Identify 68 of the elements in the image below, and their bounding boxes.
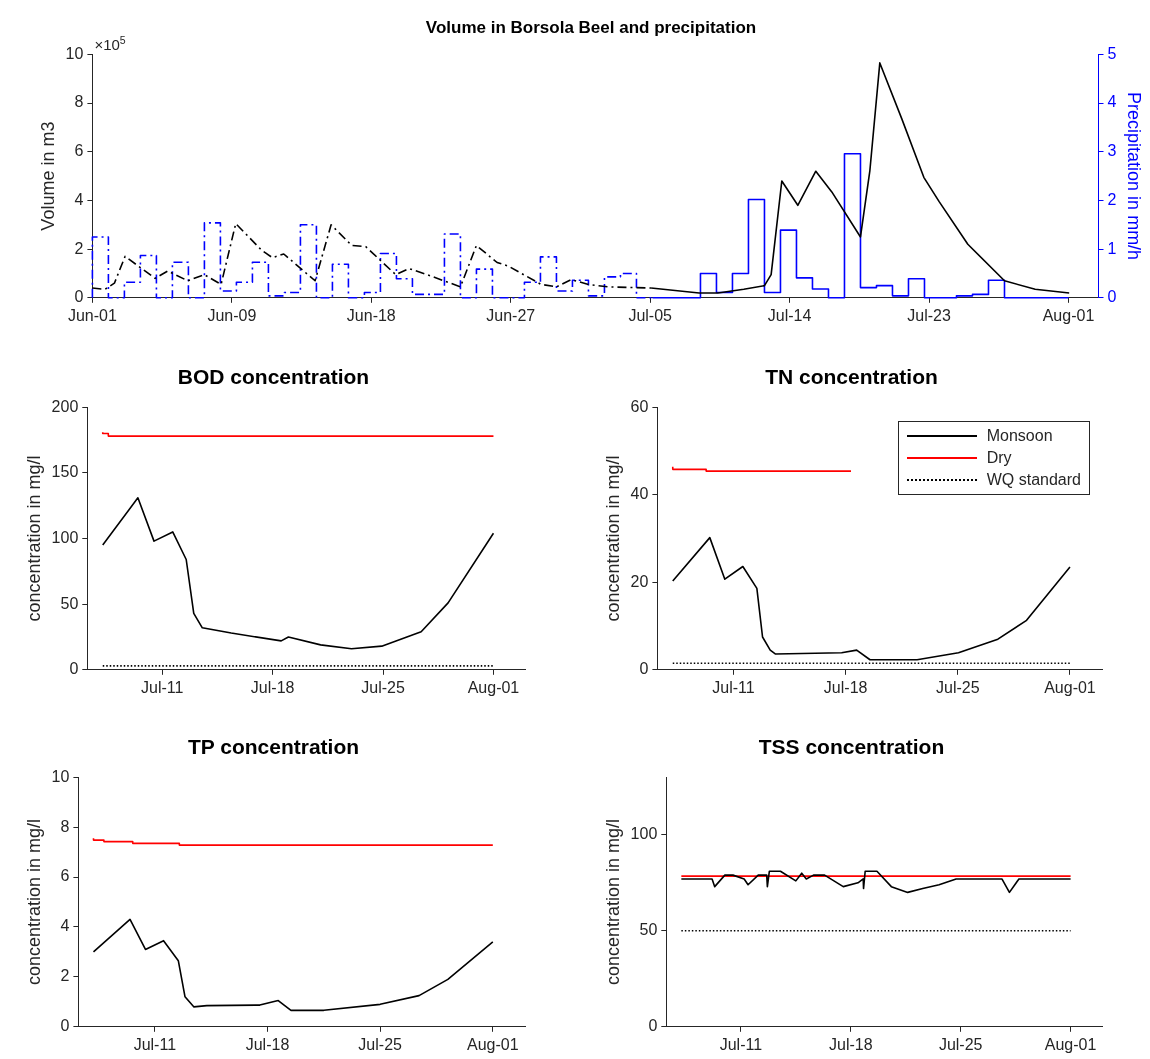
y2-tick-label: 0: [1107, 288, 1117, 306]
legend-label: Dry: [986, 449, 1012, 468]
y-tick-label: 60: [630, 397, 649, 415]
y-tick-label: 100: [630, 825, 658, 843]
y-tick-label: 50: [639, 921, 658, 939]
x-tick-label: Jul-14: [767, 306, 812, 324]
x-tick-label: Jul-11: [712, 678, 755, 696]
x-tick-label: Aug-01: [1044, 1035, 1097, 1053]
y2-tick-label: 1: [1107, 239, 1117, 257]
y2-tick-label: 2: [1107, 190, 1117, 208]
x-tick-label: Jul-25: [361, 678, 405, 696]
y-tick-label: 2: [74, 239, 84, 257]
chart-title: TN concentration: [765, 365, 938, 389]
y-tick-label: 0: [648, 1017, 658, 1035]
y-tick-label: 2: [60, 967, 70, 985]
x-tick-label: Jul-11: [141, 678, 184, 696]
y-tick-label: 6: [74, 142, 84, 160]
x-tick-label: Aug-01: [1044, 678, 1096, 696]
chart-title: TP concentration: [187, 735, 360, 759]
y-axis-title: Volume in m3: [37, 121, 58, 231]
x-tick-label: Aug-01: [467, 678, 520, 696]
x-tick-label: Jul-11: [133, 1035, 177, 1053]
x-tick-label: Jun-01: [67, 306, 117, 324]
y-axis-title: concentration in mg/l: [23, 455, 44, 622]
chart-title: BOD concentration: [177, 365, 370, 389]
legend-label: WQ standard: [986, 471, 1081, 490]
y-tick-label: 50: [60, 594, 79, 612]
y-tick-label: 150: [51, 463, 79, 481]
y-tick-label: 10: [65, 44, 84, 62]
y-tick-label: 0: [60, 1017, 70, 1035]
y-tick-label: 8: [60, 817, 70, 835]
x-tick-label: Jun-27: [486, 306, 536, 324]
x-tick-label: Jul-18: [245, 1035, 290, 1053]
y-tick-label: 0: [74, 288, 84, 306]
x-tick-label: Jun-09: [207, 306, 257, 324]
x-tick-label: Aug-01: [467, 1035, 519, 1053]
x-tick-label: Jun-18: [346, 306, 396, 324]
y-axis-title: concentration in mg/l: [23, 818, 44, 986]
y-tick-label: 10: [51, 767, 70, 785]
x-tick-label: Jul-18: [828, 1035, 873, 1053]
y-tick-label: 4: [74, 190, 84, 208]
x-tick-label: Jul-23: [907, 306, 951, 324]
x-tick-label: Jul-25: [358, 1035, 403, 1053]
x-tick-label: Jul-18: [250, 678, 295, 696]
legend-label: Monsoon: [986, 427, 1053, 446]
x-tick-label: Aug-01: [1042, 306, 1095, 324]
y-tick-label: 0: [639, 660, 649, 678]
y2-tick-label: 3: [1107, 142, 1117, 160]
y-tick-label: 100: [51, 528, 79, 546]
y-tick-label: 0: [69, 660, 79, 678]
y-tick-label: 8: [74, 93, 84, 111]
y2-axis-title: Precipitation in mm/h: [1124, 92, 1145, 261]
x-tick-label: Jul-05: [628, 306, 673, 324]
x-tick-label: Jul-18: [823, 678, 868, 696]
y-tick-label: 4: [60, 917, 70, 935]
y-axis-title: concentration in mg/l: [602, 818, 623, 986]
y2-tick-label: 5: [1107, 44, 1117, 62]
chart-title: TSS concentration: [758, 735, 945, 759]
y-tick-label: 20: [630, 572, 649, 590]
y-tick-label: 6: [60, 867, 70, 885]
y2-tick-label: 4: [1107, 93, 1117, 111]
x-tick-label: Jul-25: [938, 1035, 983, 1053]
chart-title: Volume in Borsola Beel and precipitation: [425, 17, 757, 37]
x-tick-label: Jul-25: [936, 678, 980, 696]
y-tick-label: 40: [630, 485, 649, 503]
y-tick-label: 200: [51, 397, 79, 415]
y-axis-title: concentration in mg/l: [602, 455, 623, 622]
x-tick-label: Jul-11: [719, 1035, 763, 1053]
